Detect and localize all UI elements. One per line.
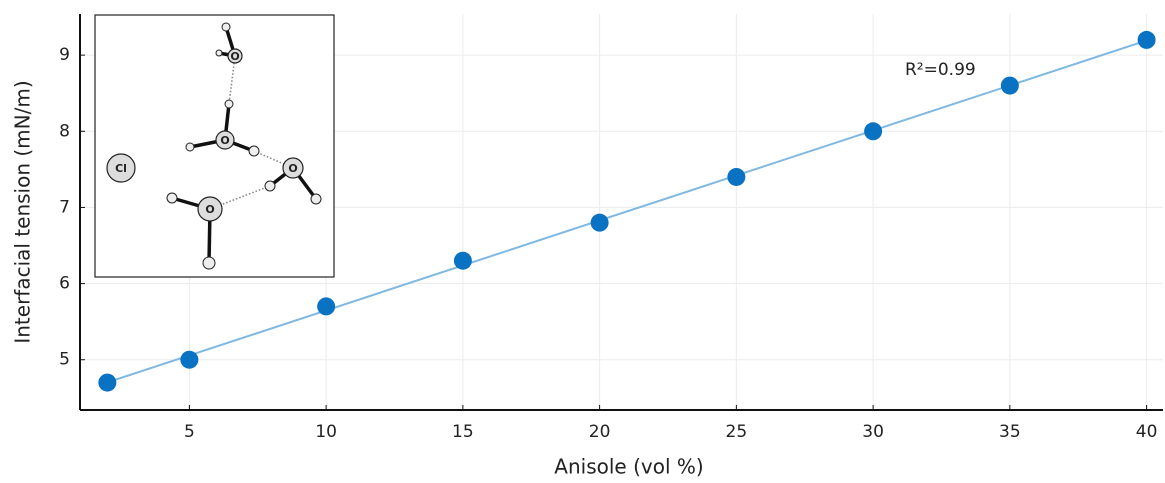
x-tick-label: 25	[726, 422, 748, 442]
x-tick-label: 10	[315, 422, 337, 442]
y-tick-label: 9	[59, 45, 70, 65]
data-point	[727, 168, 745, 186]
annotation: R²=0.99	[905, 60, 976, 80]
y-tick-label: 6	[59, 274, 70, 294]
chart: 5 10 15 20 25 30 35 40 5 6 7 8 9 Anisole (vol %) Int…	[0, 0, 1165, 483]
y-tick-label: 8	[59, 121, 70, 141]
x-tick-label: 35	[999, 422, 1021, 442]
data-point	[317, 297, 335, 315]
data-point	[180, 351, 198, 369]
x-tick-label: 5	[184, 422, 195, 442]
data-point	[864, 122, 882, 140]
y-tick-label: 5	[59, 350, 70, 370]
x-tick-label: 40	[1136, 422, 1158, 442]
data-point	[454, 252, 472, 270]
inset-frame	[95, 15, 334, 277]
x-axis-label: Anisole (vol %)	[554, 455, 703, 479]
data-point	[1138, 31, 1156, 49]
y-tick-label: 7	[59, 197, 70, 217]
x-tick-label: 15	[452, 422, 474, 442]
atom-label: O	[230, 50, 239, 63]
y-axis-label: Interfacial tension (mN/m)	[11, 80, 35, 343]
x-tick-label: 30	[862, 422, 884, 442]
x-tick-label: 20	[589, 422, 611, 442]
atom-label: O	[288, 162, 297, 175]
atom-label: O	[205, 203, 214, 216]
atom-label: O	[220, 134, 229, 147]
data-point	[98, 374, 116, 392]
inset: O O O O Cl	[95, 15, 334, 277]
data-point	[591, 214, 609, 232]
atom-label: Cl	[115, 162, 127, 175]
data-point	[1001, 77, 1019, 95]
